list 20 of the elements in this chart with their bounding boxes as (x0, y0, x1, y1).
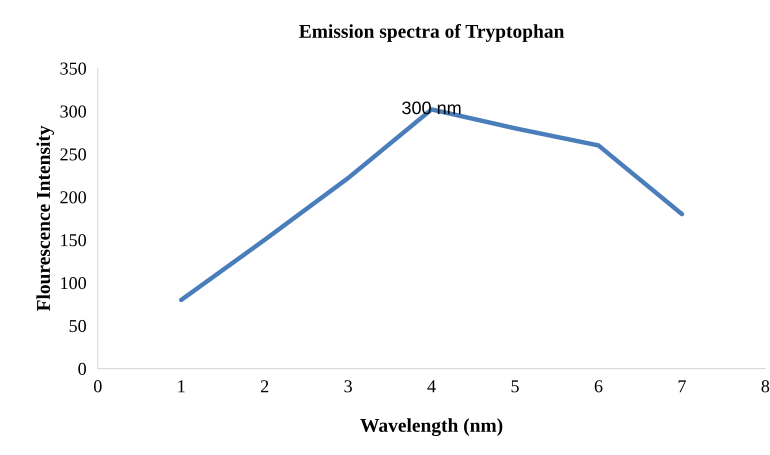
x-tick-label: 7 (678, 380, 686, 392)
y-axis-title: Flourescence Intensity (36, 126, 54, 312)
y-tick-label: 150 (61, 234, 86, 246)
y-tick-label: 200 (60, 191, 86, 204)
x-tick-label: 5 (512, 380, 519, 392)
y-tick-label: 0 (78, 362, 86, 375)
y-tick-label: 250 (60, 148, 86, 160)
y-tick-label: 50 (70, 320, 86, 332)
x-axis-title: Wavelength (nm) (360, 418, 502, 436)
y-tick-label: 350 (60, 62, 86, 75)
x-tick-label: 6 (594, 380, 602, 392)
x-tick-label: 0 (94, 380, 102, 392)
y-tick-label: 100 (61, 277, 86, 290)
chart-title: Emission spectra of Tryptophan (299, 24, 564, 42)
x-tick-label: 1 (178, 380, 185, 392)
x-tick-label: 8 (762, 380, 770, 392)
x-tick-label: 2 (260, 380, 268, 392)
x-tick-label: 4 (427, 380, 436, 392)
x-tick-label: 3 (344, 380, 352, 392)
y-tick-label: 300 (60, 105, 86, 118)
